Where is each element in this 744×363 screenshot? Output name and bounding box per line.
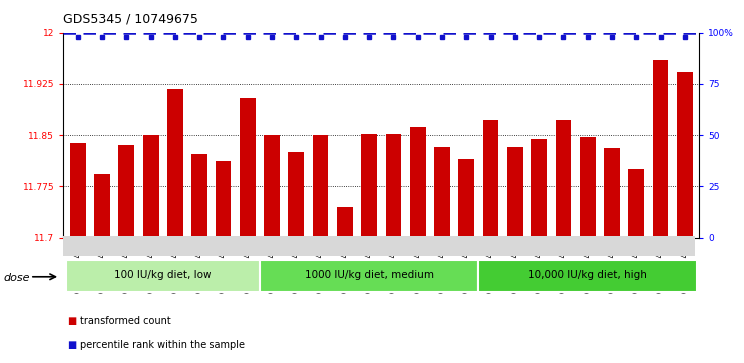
Bar — [507, 147, 523, 238]
Bar — [458, 159, 474, 238]
Bar — [187, 33, 211, 238]
Bar — [115, 33, 138, 238]
Bar — [260, 33, 284, 238]
Text: 1000 IU/kg diet, medium: 1000 IU/kg diet, medium — [304, 270, 434, 280]
Text: ■: ■ — [67, 340, 76, 350]
Bar — [410, 127, 426, 238]
Bar — [309, 33, 333, 238]
Bar — [556, 120, 571, 238]
Text: GDS5345 / 10749675: GDS5345 / 10749675 — [63, 13, 198, 26]
Bar — [163, 33, 187, 238]
Bar — [65, 260, 260, 292]
Text: transformed count: transformed count — [80, 316, 171, 326]
Bar — [531, 139, 547, 238]
Bar — [629, 170, 644, 238]
Bar — [312, 135, 329, 238]
Bar — [385, 134, 401, 238]
Bar — [604, 147, 620, 238]
Bar — [648, 33, 673, 238]
Bar — [454, 33, 478, 238]
Bar — [236, 33, 260, 238]
Bar — [527, 33, 551, 238]
Bar — [289, 152, 304, 238]
Text: ■: ■ — [67, 316, 76, 326]
Bar — [333, 33, 357, 238]
Bar — [381, 33, 405, 238]
Bar — [434, 147, 450, 238]
Text: 10,000 IU/kg diet, high: 10,000 IU/kg diet, high — [528, 270, 647, 280]
Bar — [138, 33, 163, 238]
Bar — [405, 33, 430, 238]
Bar — [94, 174, 110, 238]
Bar — [65, 33, 90, 238]
Bar — [264, 135, 280, 238]
Text: dose: dose — [4, 273, 31, 283]
Bar — [673, 33, 697, 238]
Bar — [143, 135, 158, 238]
Bar — [624, 33, 648, 238]
Bar — [216, 161, 231, 238]
Bar — [240, 98, 256, 238]
Bar — [478, 33, 503, 238]
Bar — [652, 60, 668, 238]
Bar — [167, 89, 183, 238]
Bar — [362, 134, 377, 238]
Bar — [118, 146, 134, 238]
Bar — [260, 260, 478, 292]
Bar — [503, 33, 527, 238]
Bar — [483, 120, 498, 238]
Bar — [211, 33, 236, 238]
Bar — [576, 33, 600, 238]
Bar — [337, 207, 353, 238]
Bar — [357, 33, 381, 238]
Bar — [284, 33, 309, 238]
Text: 100 IU/kg diet, low: 100 IU/kg diet, low — [114, 270, 211, 280]
Bar — [580, 136, 595, 238]
Bar — [478, 260, 697, 292]
Bar — [90, 33, 115, 238]
Bar — [551, 33, 576, 238]
Bar — [70, 143, 86, 238]
Bar — [677, 72, 693, 238]
Bar — [191, 154, 207, 238]
Text: percentile rank within the sample: percentile rank within the sample — [80, 340, 246, 350]
Bar — [600, 33, 624, 238]
Bar — [430, 33, 454, 238]
